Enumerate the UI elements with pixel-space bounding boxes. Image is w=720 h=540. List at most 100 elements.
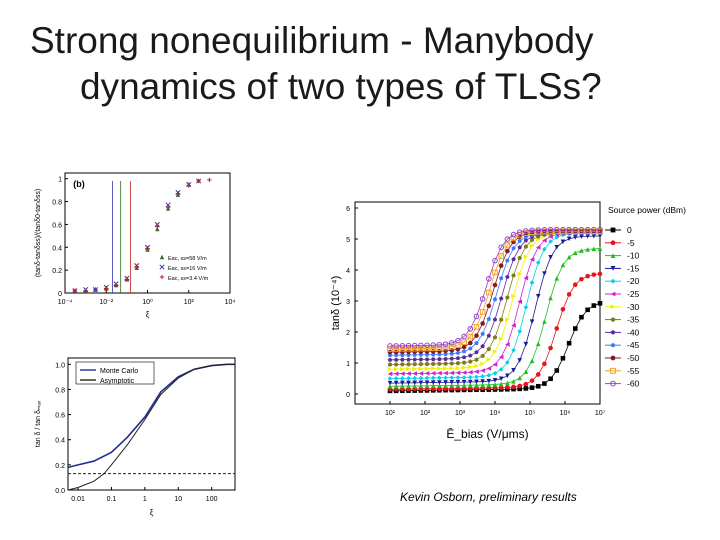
legend-label: -10 [627,251,640,261]
data-point [104,286,109,291]
data-point [585,307,590,313]
data-point [388,362,392,367]
legend-marker [159,254,165,260]
data-point [437,348,442,354]
data-point [553,226,560,233]
legend-label: -40 [627,327,640,337]
data-point [591,303,597,308]
data-point [431,361,436,367]
legend-title: Source power (dBm) [608,205,686,215]
data-point [400,383,405,389]
data-point [430,370,436,376]
data-point [523,381,529,387]
data-point [418,345,424,352]
data-point [542,361,547,367]
data-point [579,276,584,282]
data-point [517,386,523,392]
data-point [473,324,480,330]
legend-label: -5 [627,238,635,248]
series-line-1 [67,363,235,491]
data-point [572,282,578,287]
y-tick-label: 0.2 [52,268,62,275]
data-point [418,375,424,381]
data-point [473,313,480,320]
data-point [455,379,461,385]
y-tick-label: 4 [346,268,350,275]
data-point [511,256,516,262]
data-point [523,341,529,347]
data-point [424,380,430,385]
data-point [541,227,548,233]
data-point [437,375,442,381]
data-point [498,385,504,390]
x-tick-label: 10 [174,496,182,503]
data-point [511,323,516,328]
data-point [405,345,412,352]
data-point [504,242,511,248]
data-point [560,262,566,268]
data-point [436,345,443,351]
data-point [585,273,590,279]
legend-label: Asymptotic [100,378,135,385]
legend: Monte Carlo Asymptotic [75,361,155,385]
data-point [510,235,517,242]
data-point [399,342,406,349]
data-point [437,370,442,376]
data-point [597,301,603,306]
data-point [424,345,430,352]
y-tick-label: 1 [346,361,350,368]
data-point [523,254,529,260]
data-point [461,375,467,380]
data-point [425,361,430,367]
y-tick-label: 0.8 [55,387,65,394]
data-point [443,380,448,385]
data-point [479,296,486,302]
legend-label: -30 [627,302,640,312]
data-point [474,369,479,374]
data-point [492,378,498,383]
data-point [406,380,411,386]
data-point [492,269,498,276]
data-point [505,360,510,365]
data-point [93,287,98,292]
data-point [572,226,579,233]
data-point [443,361,448,366]
data-point [412,366,418,372]
data-point [510,231,517,238]
data-point [523,386,529,391]
panel-b-chart: (b) 0 0.2 0.4 0.6 0.8 1 10⁻⁴ 10⁻² 10⁰ 10² 10⁴ ξ (tanδ… [30,165,245,335]
data-point [486,366,492,371]
data-point [579,248,584,253]
data-point [393,376,399,381]
data-point [387,380,393,386]
data-point [412,357,417,362]
data-point [480,353,485,359]
data-point [486,333,492,338]
data-point [505,317,510,322]
data-point [442,341,449,347]
legend-marker [159,274,165,280]
data-point [560,226,566,233]
data-point [511,293,516,299]
data-point [486,357,492,362]
data-point [393,371,399,377]
data-point [437,361,442,367]
y-tick-label: 0.6 [55,413,65,420]
data-point [437,356,442,362]
data-point [461,379,467,385]
data-point [492,257,498,264]
data-point [449,356,454,361]
data-point [554,245,560,250]
monte-carlo-chart-panel: 0.0 0.2 0.4 0.6 0.8 1.0 0.01 0.1 1 10 100 ξ tan δ / … [30,350,245,530]
data-point [498,336,504,341]
data-point [400,366,405,372]
data-point [443,366,448,371]
legend-label: -45 [627,340,640,350]
data-point [529,243,535,249]
legend-marker [610,253,616,258]
data-point [542,238,547,243]
data-point [405,342,412,349]
data-point [511,245,516,251]
data-point [145,246,150,251]
x-tick-label: 10⁻² [99,299,113,306]
